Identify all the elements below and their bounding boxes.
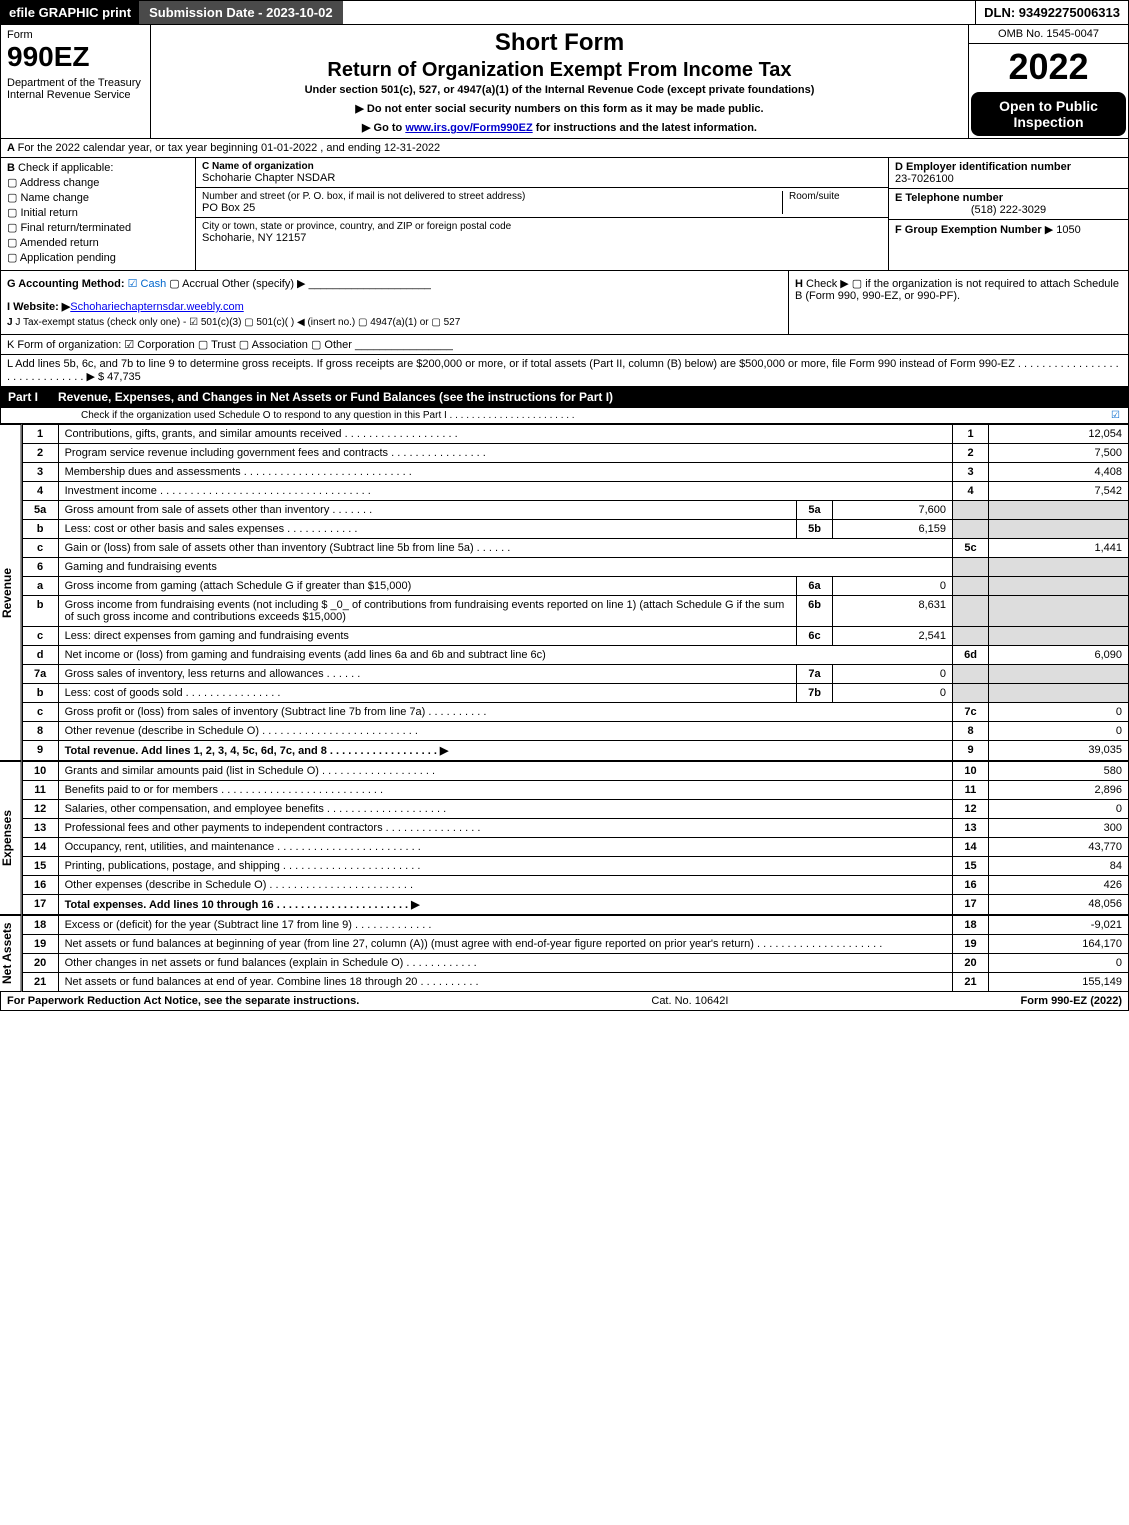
open-to-public: Open to Public Inspection <box>971 92 1126 136</box>
amt-5b: 6,159 <box>833 520 953 539</box>
omb-number: OMB No. 1545-0047 <box>969 25 1128 44</box>
f-group-value: ▶ 1050 <box>1045 224 1081 236</box>
form-header: Form 990EZ Department of the Treasury In… <box>0 25 1129 139</box>
amt-7a: 0 <box>833 665 953 684</box>
part1-check: Check if the organization used Schedule … <box>0 407 1129 424</box>
row-a: A For the 2022 calendar year, or tax yea… <box>0 139 1129 158</box>
amt-20: 0 <box>989 954 1129 973</box>
e-phone: (518) 222-3029 <box>895 204 1122 216</box>
chk-name[interactable]: Name change <box>7 191 189 204</box>
bullet-ssn: ▶ Do not enter social security numbers o… <box>159 102 960 115</box>
dln: DLN: 93492275006313 <box>975 1 1128 24</box>
short-form-title: Short Form <box>159 29 960 57</box>
form-number: 990EZ <box>7 41 144 73</box>
amt-11: 2,896 <box>989 781 1129 800</box>
g-cash[interactable]: ☑ Cash <box>128 278 167 290</box>
netassets-section: Net Assets 18Excess or (deficit) for the… <box>0 915 1129 992</box>
org-street: PO Box 25 <box>202 202 782 214</box>
col-h: H Check ▶ ▢ if the organization is not r… <box>788 271 1128 334</box>
c-street-label: Number and street (or P. O. box, if mail… <box>202 191 782 202</box>
chk-initial[interactable]: Initial return <box>7 206 189 219</box>
h-text: Check ▶ ▢ if the organization is not req… <box>795 278 1119 302</box>
tax-year: 2022 <box>969 44 1128 90</box>
section-bcd: B Check if applicable: Address change Na… <box>0 158 1129 271</box>
amt-19: 164,170 <box>989 935 1129 954</box>
d-ein-label: D Employer identification number <box>895 161 1122 173</box>
row-gh: G Accounting Method: ☑ Cash ▢ Accrual Ot… <box>0 271 1129 335</box>
amt-5c: 1,441 <box>989 539 1129 558</box>
amt-6c: 2,541 <box>833 627 953 646</box>
expenses-table: 10Grants and similar amounts paid (list … <box>22 761 1129 915</box>
amt-7c: 0 <box>989 703 1129 722</box>
revenue-section: Revenue 1Contributions, gifts, grants, a… <box>0 424 1129 761</box>
amt-13: 300 <box>989 819 1129 838</box>
amt-3: 4,408 <box>989 463 1129 482</box>
chk-final[interactable]: Final return/terminated <box>7 221 189 234</box>
under-section: Under section 501(c), 527, or 4947(a)(1)… <box>159 84 960 96</box>
d-ein: 23-7026100 <box>895 173 1122 185</box>
form-word: Form <box>7 29 144 41</box>
amt-9: 39,035 <box>989 741 1129 761</box>
irs-link[interactable]: www.irs.gov/Form990EZ <box>405 122 532 134</box>
website-link[interactable]: Schohariechapternsdar.weebly.com <box>70 301 243 313</box>
amt-18: -9,021 <box>989 916 1129 935</box>
amt-4: 7,542 <box>989 482 1129 501</box>
amt-16: 426 <box>989 876 1129 895</box>
col-b: B Check if applicable: Address change Na… <box>1 158 196 270</box>
netassets-table: 18Excess or (deficit) for the year (Subt… <box>22 915 1129 992</box>
e-phone-label: E Telephone number <box>895 192 1122 204</box>
amt-8: 0 <box>989 722 1129 741</box>
col-g: G Accounting Method: ☑ Cash ▢ Accrual Ot… <box>1 271 788 334</box>
amt-7b: 0 <box>833 684 953 703</box>
footer-catno: Cat. No. 10642I <box>359 995 1020 1007</box>
amt-6a: 0 <box>833 577 953 596</box>
amt-6b: 8,631 <box>833 596 953 627</box>
footer-formref: Form 990-EZ (2022) <box>1021 995 1122 1007</box>
amt-15: 84 <box>989 857 1129 876</box>
row-j: J Tax-exempt status (check only one) - ☑… <box>15 317 460 328</box>
revenue-table: 1Contributions, gifts, grants, and simil… <box>22 424 1129 761</box>
submission-date: Submission Date - 2023-10-02 <box>139 1 343 24</box>
org-name: Schoharie Chapter NSDAR <box>202 172 882 184</box>
header-title-block: Short Form Return of Organization Exempt… <box>151 25 968 138</box>
amt-10: 580 <box>989 762 1129 781</box>
org-city: Schoharie, NY 12157 <box>202 232 882 244</box>
amt-1: 12,054 <box>989 425 1129 444</box>
amt-2: 7,500 <box>989 444 1129 463</box>
chk-amended[interactable]: Amended return <box>7 236 189 249</box>
efile-print-label[interactable]: efile GRAPHIC print <box>1 1 139 24</box>
amt-17: 48,056 <box>989 895 1129 915</box>
amt-14: 43,770 <box>989 838 1129 857</box>
chk-address[interactable]: Address change <box>7 176 189 189</box>
amt-21: 155,149 <box>989 973 1129 992</box>
c-name-label: C Name of organization <box>202 161 882 172</box>
expenses-section: Expenses 10Grants and similar amounts pa… <box>0 761 1129 915</box>
header-left: Form 990EZ Department of the Treasury In… <box>1 25 151 138</box>
c-city-label: City or town, state or province, country… <box>202 221 882 232</box>
part1-header: Part I Revenue, Expenses, and Changes in… <box>0 387 1129 407</box>
amt-12: 0 <box>989 800 1129 819</box>
col-d: D Employer identification number 23-7026… <box>888 158 1128 270</box>
amt-5a: 7,600 <box>833 501 953 520</box>
amt-6d: 6,090 <box>989 646 1129 665</box>
f-group-label: F Group Exemption Number <box>895 224 1042 236</box>
netassets-label: Net Assets <box>0 915 22 992</box>
expenses-label: Expenses <box>0 761 22 915</box>
g-other[interactable]: Other (specify) ▶ <box>222 278 306 290</box>
footer: For Paperwork Reduction Act Notice, see … <box>0 992 1129 1011</box>
row-k: K Form of organization: ☑ Corporation ▢ … <box>0 335 1129 355</box>
return-title: Return of Organization Exempt From Incom… <box>159 59 960 82</box>
revenue-label: Revenue <box>0 424 22 761</box>
g-accrual[interactable]: ▢ Accrual <box>169 278 219 290</box>
department-label: Department of the Treasury Internal Reve… <box>7 77 144 101</box>
bullet-goto: ▶ Go to www.irs.gov/Form990EZ for instru… <box>159 121 960 134</box>
chk-pending[interactable]: Application pending <box>7 251 189 264</box>
part1-checkbox[interactable]: ☑ <box>1111 410 1120 421</box>
row-l: L Add lines 5b, 6c, and 7b to line 9 to … <box>0 355 1129 387</box>
col-c: C Name of organization Schoharie Chapter… <box>196 158 888 270</box>
footer-left: For Paperwork Reduction Act Notice, see … <box>7 995 359 1007</box>
header-right: OMB No. 1545-0047 2022 Open to Public In… <box>968 25 1128 138</box>
c-room-label: Room/suite <box>789 191 882 202</box>
top-bar: efile GRAPHIC print Submission Date - 20… <box>0 0 1129 25</box>
